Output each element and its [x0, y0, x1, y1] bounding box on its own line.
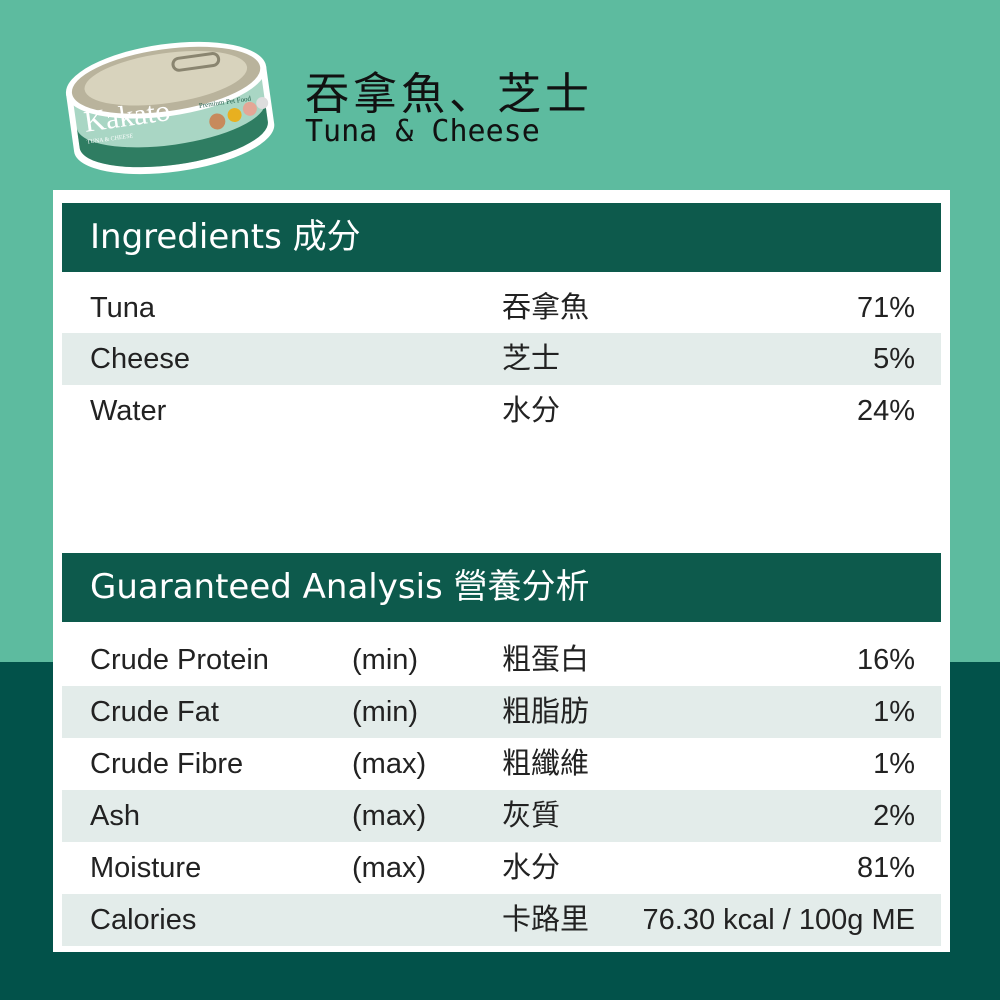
analysis-chinese: 卡路里: [502, 904, 590, 936]
ingredient-row: Water 水分 24%: [62, 385, 941, 437]
ingredient-row: Tuna 吞拿魚 71%: [62, 282, 941, 334]
ingredient-chinese: 芝士: [502, 343, 561, 375]
analysis-english: Moisture: [90, 852, 202, 884]
analysis-row: Crude Protein (min) 粗蛋白 16%: [62, 634, 941, 686]
ingredient-chinese: 水分: [502, 395, 561, 427]
analysis-value: 76.30 kcal / 100g ME: [642, 904, 915, 936]
analysis-row: Calories 卡路里 76.30 kcal / 100g ME: [62, 894, 941, 946]
ingredient-english: Tuna: [90, 292, 156, 324]
analysis-chinese: 水分: [502, 852, 561, 884]
analysis-qualifier: (max): [352, 748, 427, 780]
analysis-row: Moisture (max) 水分 81%: [62, 842, 941, 894]
analysis-row: Ash (max) 灰質 2%: [62, 790, 941, 842]
analysis-row: Crude Fat (min) 粗脂肪 1%: [62, 686, 941, 738]
ingredient-value: 5%: [873, 343, 915, 375]
analysis-english: Crude Fat: [90, 696, 219, 728]
analysis-chinese: 粗脂肪: [502, 696, 590, 728]
analysis-english: Ash: [90, 800, 140, 832]
analysis-value: 1%: [873, 696, 915, 728]
product-title-chinese: 吞拿魚、芝士: [305, 69, 593, 120]
analysis-row: Crude Fibre (max) 粗纖維 1%: [62, 738, 941, 790]
analysis-value: 1%: [873, 748, 915, 780]
analysis-english: Crude Protein: [90, 644, 269, 676]
analysis-chinese: 粗纖維: [502, 748, 590, 780]
analysis-value: 2%: [873, 800, 915, 832]
analysis-chinese: 粗蛋白: [502, 644, 590, 676]
nutrition-card: Ingredients 成分 Tuna 吞拿魚 71% Cheese 芝士 5% Wat…: [53, 190, 950, 952]
analysis-qualifier: (min): [352, 696, 419, 728]
ingredient-row: Cheese 芝士 5%: [62, 333, 941, 385]
analysis-chinese: 灰質: [502, 800, 561, 832]
analysis-english: Calories: [90, 904, 197, 936]
analysis-english: Crude Fibre: [90, 748, 244, 780]
analysis-qualifier: (max): [352, 852, 427, 884]
ingredient-english: Water: [90, 395, 167, 427]
product-title-english: Tuna & Cheese: [305, 114, 540, 149]
ingredient-value: 24%: [856, 395, 915, 427]
ingredients-header: Ingredients 成分: [62, 203, 941, 272]
ingredient-value: 71%: [856, 292, 915, 324]
ingredient-chinese: 吞拿魚: [502, 292, 590, 324]
product-can-image: Kakato Premium Pet Food TUNA & CHEESE: [65, 41, 275, 175]
analysis-header: Guaranteed Analysis 營養分析: [62, 553, 941, 622]
analysis-value: 81%: [856, 852, 915, 884]
ingredient-english: Cheese: [90, 343, 190, 375]
analysis-value: 16%: [856, 644, 915, 676]
analysis-qualifier: (min): [352, 644, 419, 676]
analysis-qualifier: (max): [352, 800, 427, 832]
